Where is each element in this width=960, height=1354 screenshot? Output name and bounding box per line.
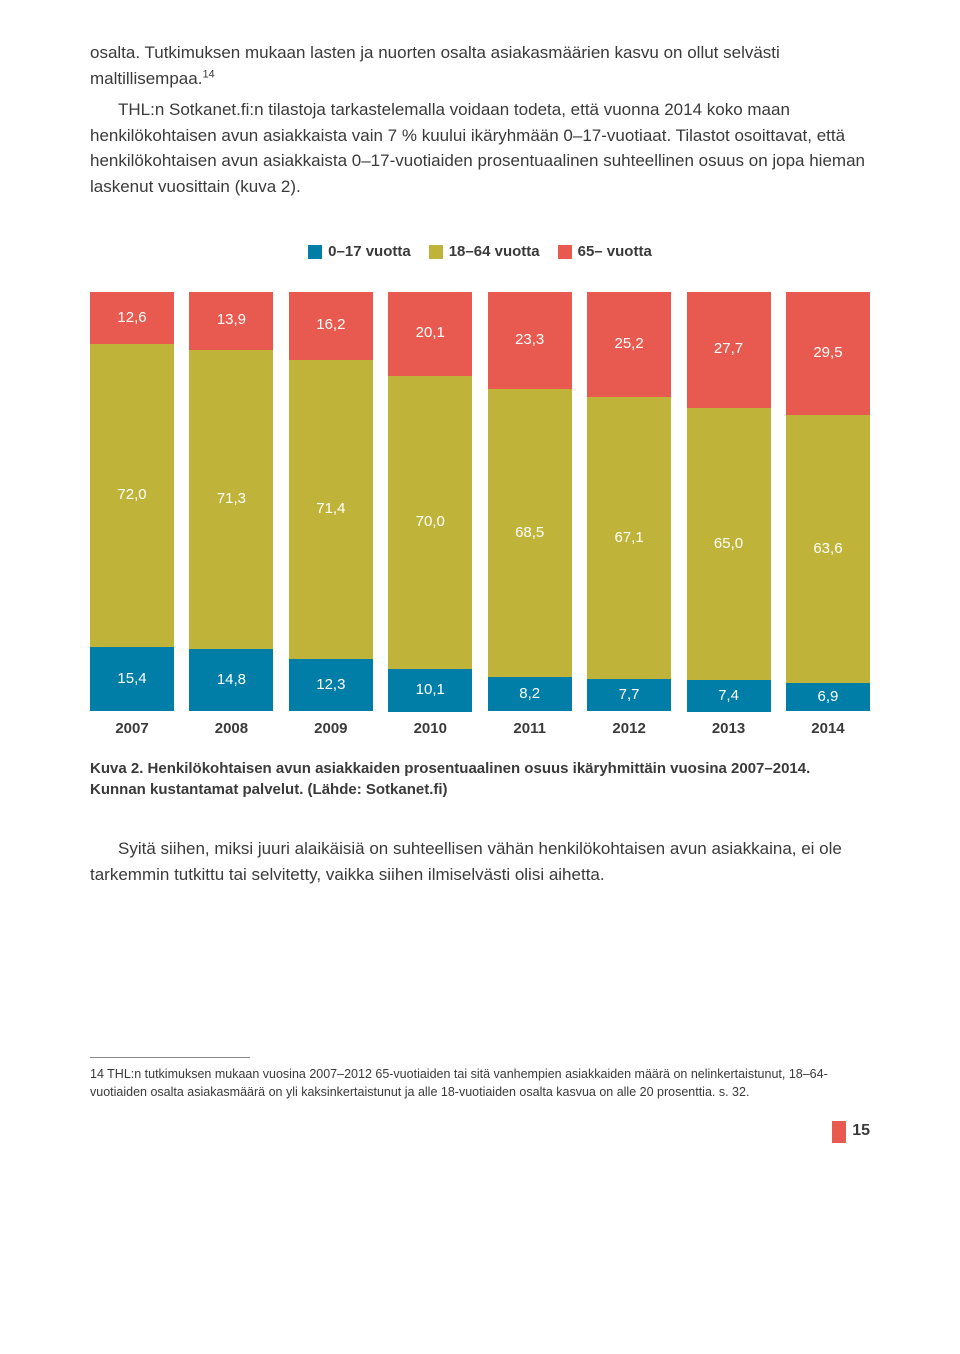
legend-label-0-17: 0–17 vuotta — [328, 241, 411, 264]
bar-2009-top: 16,2 — [289, 292, 373, 360]
bar-2010-bottom: 10,1 — [388, 669, 472, 711]
legend-label-65: 65– vuotta — [578, 241, 652, 264]
bar-2008: 13,971,314,8 — [189, 292, 273, 712]
legend-swatch-0-17 — [308, 245, 322, 259]
bar-2007: 12,672,015,4 — [90, 292, 174, 712]
paragraph-1a: osalta. Tutkimuksen mukaan lasten ja nuo… — [90, 40, 870, 91]
stacked-bar-chart: 12,672,015,413,971,314,816,271,412,320,1… — [90, 292, 870, 712]
bar-2011-top: 23,3 — [488, 292, 572, 390]
bar-2014-top: 29,5 — [786, 292, 870, 416]
xaxis-2009: 2009 — [289, 718, 373, 741]
legend-swatch-18-64 — [429, 245, 443, 259]
bar-2012-top: 25,2 — [587, 292, 671, 398]
legend-item-18-64: 18–64 vuotta — [429, 241, 540, 264]
xaxis-2007: 2007 — [90, 718, 174, 741]
xaxis-2008: 2008 — [189, 718, 273, 741]
xaxis-2012: 2012 — [587, 718, 671, 741]
page-number-wrap: 15 — [90, 1119, 870, 1143]
bar-2008-bottom: 14,8 — [189, 649, 273, 711]
paragraph-1b: THL:n Sotkanet.fi:n tilastoja tarkastele… — [90, 97, 870, 199]
bar-2013-middle: 65,0 — [687, 408, 771, 681]
bar-2008-top: 13,9 — [189, 292, 273, 350]
xaxis-2010: 2010 — [388, 718, 472, 741]
bar-2007-top: 12,6 — [90, 292, 174, 345]
legend-item-0-17: 0–17 vuotta — [308, 241, 411, 264]
chart-caption: Kuva 2. Henkilökohtaisen avun asiakkaide… — [90, 758, 870, 800]
bar-2010-top: 20,1 — [388, 292, 472, 376]
bar-2013-top: 27,7 — [687, 292, 771, 408]
para1a-text: osalta. Tutkimuksen mukaan lasten ja nuo… — [90, 43, 780, 88]
page-number: 15 — [852, 1119, 870, 1143]
bar-2007-bottom: 15,4 — [90, 647, 174, 712]
bar-2012-middle: 67,1 — [587, 397, 671, 679]
bar-2011-middle: 68,5 — [488, 389, 572, 677]
bar-2013-bottom: 7,4 — [687, 680, 771, 711]
footnote-14: 14 THL:n tutkimuksen mukaan vuosina 2007… — [90, 1066, 870, 1101]
bar-2010: 20,170,010,1 — [388, 292, 472, 712]
legend-item-65: 65– vuotta — [558, 241, 652, 264]
footnote-rule — [90, 1057, 250, 1058]
footnote-ref-14: 14 — [202, 68, 214, 80]
xaxis-2014: 2014 — [786, 718, 870, 741]
xaxis-2013: 2013 — [687, 718, 771, 741]
chart-x-axis: 2007 2008 2009 2010 2011 2012 2013 2014 — [90, 718, 870, 741]
bar-2009: 16,271,412,3 — [289, 292, 373, 712]
bar-2014: 29,563,66,9 — [786, 292, 870, 712]
bar-2010-middle: 70,0 — [388, 376, 472, 669]
bar-2009-bottom: 12,3 — [289, 659, 373, 711]
bar-2014-middle: 63,6 — [786, 415, 870, 682]
bar-2008-middle: 71,3 — [189, 350, 273, 649]
xaxis-2011: 2011 — [488, 718, 572, 741]
page-accent-bar — [832, 1121, 846, 1143]
bar-2012: 25,267,17,7 — [587, 292, 671, 712]
legend-swatch-65 — [558, 245, 572, 259]
chart-legend: 0–17 vuotta 18–64 vuotta 65– vuotta — [90, 241, 870, 264]
bar-2013: 27,765,07,4 — [687, 292, 771, 712]
bar-2011: 23,368,58,2 — [488, 292, 572, 712]
bar-2011-bottom: 8,2 — [488, 677, 572, 711]
legend-label-18-64: 18–64 vuotta — [449, 241, 540, 264]
bar-2012-bottom: 7,7 — [587, 679, 671, 711]
bar-2014-bottom: 6,9 — [786, 683, 870, 712]
paragraph-2: Syitä siihen, miksi juuri alaikäisiä on … — [90, 836, 870, 887]
bar-2007-middle: 72,0 — [90, 344, 174, 646]
bar-2009-middle: 71,4 — [289, 360, 373, 660]
